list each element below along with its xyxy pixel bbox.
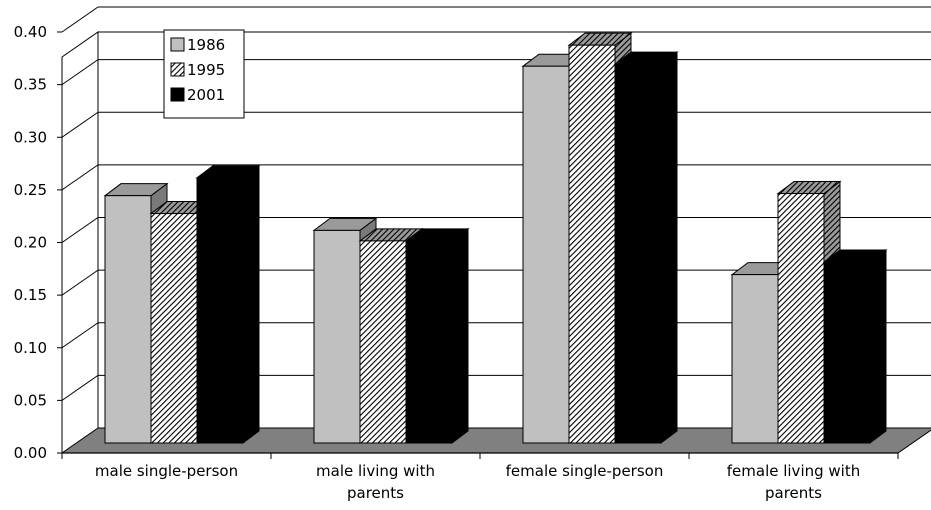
y-tick-label: 0.15 [14,286,47,304]
gridline-diag [61,322,99,349]
bar-side [242,164,260,444]
x-axis-labels: male single-person male living with parent… [61,453,899,502]
y-tick-label: 0.20 [14,234,47,252]
bar [822,248,888,444]
y-tick-label: 0.10 [14,339,47,357]
bars [103,32,888,444]
legend-swatch [170,87,185,102]
y-tick-label: 0.05 [14,391,47,409]
bar-side [660,51,678,444]
chart-floor [60,427,931,454]
left-wall [61,31,99,453]
gridline-diag [61,164,99,191]
y-axis-ticks: 0.00 0.05 0.10 0.15 0.20 0.25 0.30 0.35 0.40 [14,23,62,462]
bar-front [150,213,198,444]
gridline-diag [61,59,99,86]
x-tick-label: parents [765,484,822,502]
x-tick-label: parents [347,484,404,502]
y-tick-label: 0.35 [14,76,47,94]
bar [195,164,261,444]
bar-front [777,193,825,444]
gridline-diag [61,374,99,401]
bar-front [731,274,779,444]
y-tick-label: 0.30 [14,128,47,146]
gridline-diag [61,6,99,33]
x-tick-label: female living with [727,462,860,480]
gridline-diag [61,269,99,296]
legend-swatch [170,37,185,52]
bar [613,51,679,444]
bar-side [869,248,887,444]
bar-side [451,227,469,444]
legend-swatch [170,62,185,77]
x-tick-label: male living with [316,462,435,480]
bar-front [823,261,871,444]
y-tick-label: 0.25 [14,181,47,199]
legend: 1986 1995 2001 [163,29,245,119]
legend-label: 1995 [187,61,225,79]
bar-front [104,195,152,444]
bar-front [313,229,361,444]
bar-front [614,63,662,444]
bar-front [568,44,616,444]
bar [404,227,470,444]
bar-front [405,240,453,444]
bar-front [359,240,407,444]
y-tick-label: 0.00 [14,444,47,462]
legend-label: 2001 [187,86,225,104]
x-tick-label: male single-person [95,462,238,480]
bar-front [522,65,570,444]
legend-label: 1986 [187,36,225,54]
gridline-diag [61,111,99,138]
y-tick-label: 0.40 [14,23,47,41]
gridline-diag [61,217,99,243]
x-tick-label: female single-person [506,462,664,480]
bar-front [196,177,244,444]
